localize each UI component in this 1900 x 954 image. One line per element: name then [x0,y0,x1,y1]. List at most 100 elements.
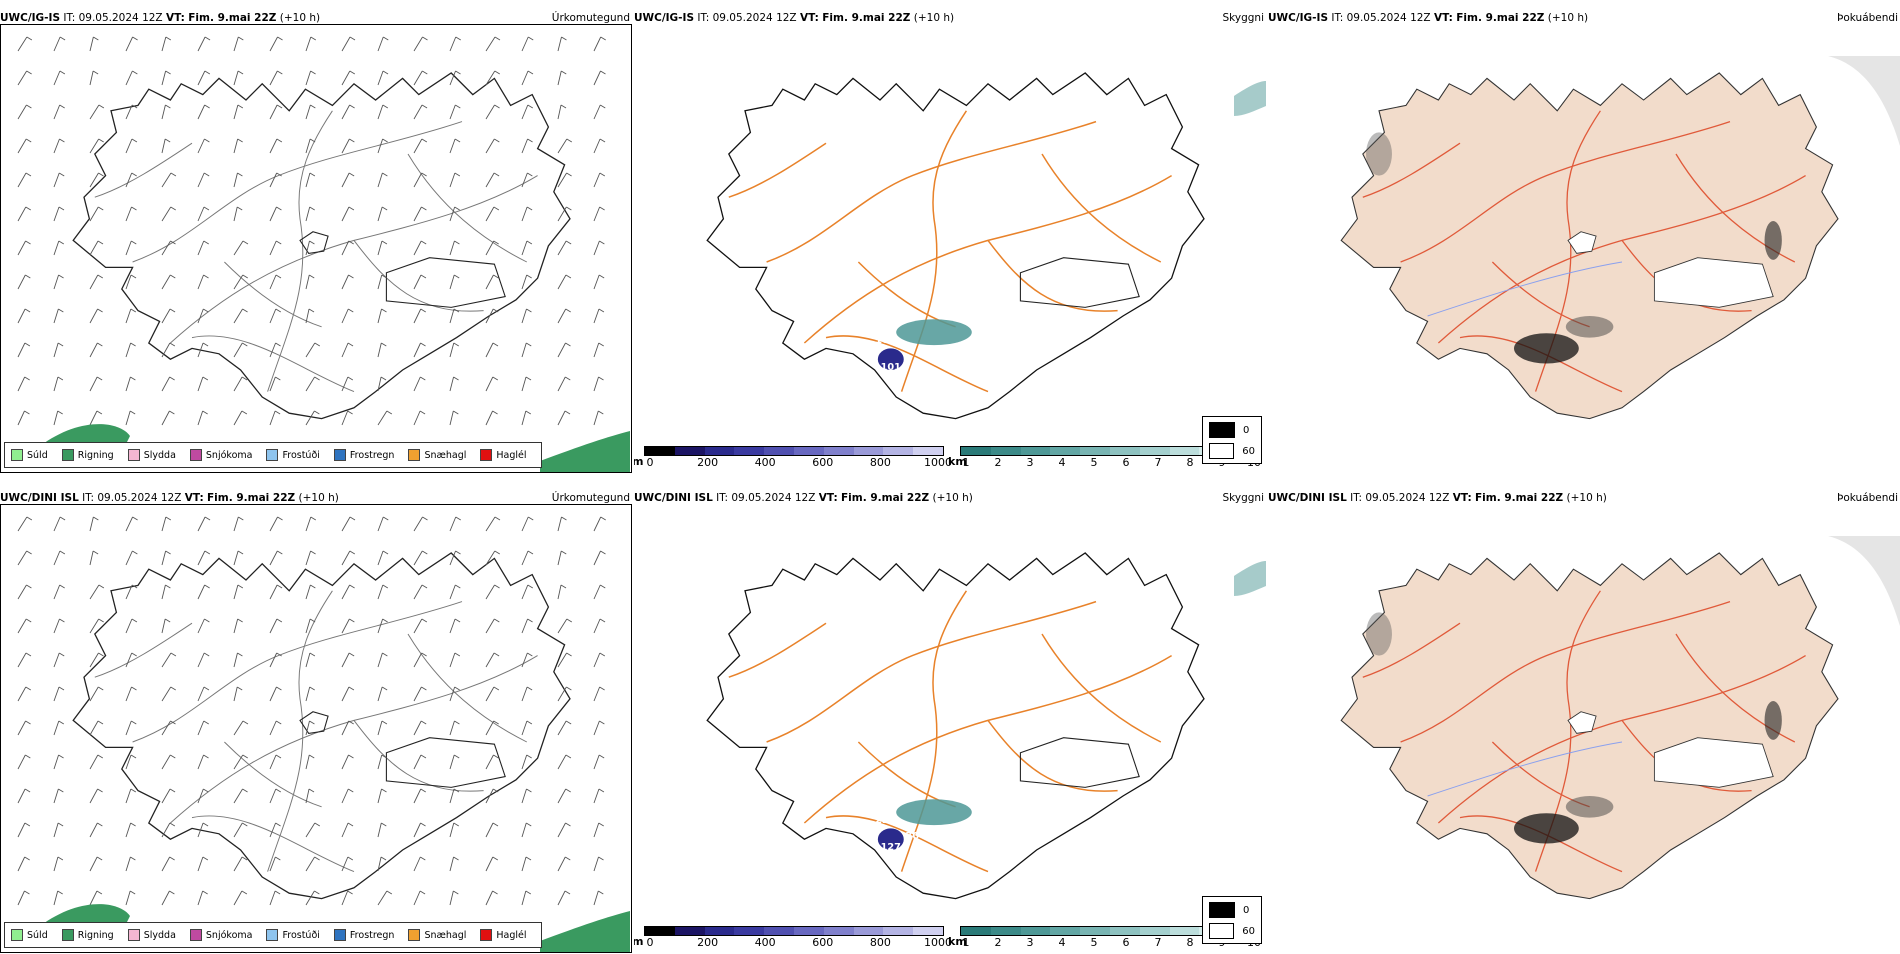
vt-value: Fim. 9.mai 22Z [1456,12,1545,24]
fog-area [1565,796,1614,818]
colorbar-cell [961,447,991,455]
colorbar-cell [1050,447,1081,455]
legend-item: Frostregn [333,929,394,941]
it-label: IT: [63,12,76,24]
lead-time: (+10 h) [298,492,339,504]
colorbar-tick-label: 1 [962,456,970,469]
panel-visibility-row2: UWC/DINI ISL IT: 09.05.2024 12Z VT: Fim.… [634,490,1266,954]
colorbar-cell [1080,447,1110,455]
lead-time: (+10 h) [932,492,973,504]
panel-header: UWC/IG-IS IT: 09.05.2024 12Z VT: Fim. 9.… [634,10,1266,26]
legend-swatch [11,449,23,461]
map-frame [0,24,632,473]
coastline [72,552,571,900]
legend-item: Súld [11,929,48,941]
legend-item: 60 [1209,443,1255,459]
rain-area [540,431,630,472]
iceland-map [1340,56,1900,420]
legend-label: 0 [1243,424,1250,436]
river-line [1427,261,1623,317]
panel-fog-row2: UWC/DINI ISL IT: 09.05.2024 12Z VT: Fim.… [1268,490,1900,954]
vt-value: Fim. 9.mai 22Z [188,12,277,24]
wind-barbs [17,516,606,906]
colorbar-cell [674,927,705,935]
visibility-value-label: 70 [906,831,920,842]
legend-item: Rigning [61,929,114,941]
road-line [224,741,322,808]
it-value: 09.05.2024 12Z [1365,492,1450,504]
legend-label: Slydda [143,449,176,461]
vt-label: VT: [165,12,185,24]
road-line [267,110,333,392]
iceland-map [1340,536,1900,900]
legend-label: Súld [27,929,48,941]
colorbar-cell [704,447,735,455]
legend-item: Slydda [127,929,176,941]
legend-swatch [408,929,421,941]
road-line [1675,153,1796,263]
fog-area [1514,333,1579,364]
legend-label: Snæhagl [424,929,467,941]
road-line [728,142,827,198]
fog-index-legend: 0 60 [1202,896,1262,944]
colorbar-cell [793,447,824,455]
vt-label: VT: [818,492,838,504]
wind-barbs [17,36,606,426]
iceland-map: 108 101 [706,72,1266,420]
glacier-outline [1019,257,1140,308]
visibility-area [877,828,904,850]
vt-label: VT: [1452,492,1472,504]
visibility-area [877,348,904,370]
panel-title: Þokuábendi [1837,492,1898,504]
colorbar-cell [764,927,794,935]
legend-label: Rigning [77,929,114,941]
colorbar-cell [883,927,914,935]
legend-label: Frostúði [282,449,320,461]
fog-area [1764,220,1782,260]
iceland-map [17,36,630,472]
it-value: 09.05.2024 12Z [1346,12,1431,24]
legend-swatch [11,929,23,941]
colorbar-tick-label: 600 [812,456,834,469]
colorbar-cell [1169,927,1200,935]
legend-item: Frostúði [266,929,320,941]
panel-precip-type-row1: UWC/IG-IS IT: 09.05.2024 12Z VT: Fim. 9.… [0,10,632,474]
road-line [94,622,193,678]
legend-label: Snjókoma [205,929,253,941]
visibility-m-colorbar: 0 200 400 600 800 1000 m [634,446,953,470]
panel-header: UWC/IG-IS IT: 09.05.2024 12Z VT: Fim. 9.… [1268,10,1900,26]
vt-label: VT: [1433,12,1453,24]
road-line [987,239,1118,312]
visibility-area [896,799,972,826]
colorbar-cell [1020,927,1051,935]
fog-index-legend: 0 60 [1202,416,1262,464]
colorbar-tick-label: 200 [697,936,719,949]
glacier-outline [385,737,506,788]
legend-label: 0 [1243,904,1250,916]
colorbar-cell [1139,927,1170,935]
colorbar-tick-label: 5 [1090,456,1098,469]
colorbar-tick-label: 3 [1026,936,1034,949]
road-line [825,335,989,393]
visibility-value-label: 108 [875,335,896,346]
lead-time: (+10 h) [1566,492,1607,504]
glacier-area [1567,711,1597,734]
legend-item: Frostregn [333,449,394,461]
colorbar-tick-label: 5 [1090,936,1098,949]
colorbar-cell [883,447,914,455]
fog-area [1565,316,1614,338]
legend-swatch [1209,422,1235,438]
road-line [766,120,1097,263]
colorbar-cell [1050,927,1081,935]
colorbar-tick-label: 2 [994,456,1002,469]
model-name: UWC/DINI ISL [634,492,713,504]
road-line [1362,142,1461,198]
colorbar-cell [853,927,884,935]
legend-swatch [61,929,74,941]
colorbar-ticks: 0 200 400 600 800 1000 [644,456,953,470]
road-line [407,153,528,263]
colorbar-ticks: 0 200 400 600 800 1000 [644,936,953,950]
road-line [94,142,193,198]
colorbar-cell [734,927,765,935]
visibility-m-colorbar: 0 200 400 600 800 1000 m [634,926,953,950]
